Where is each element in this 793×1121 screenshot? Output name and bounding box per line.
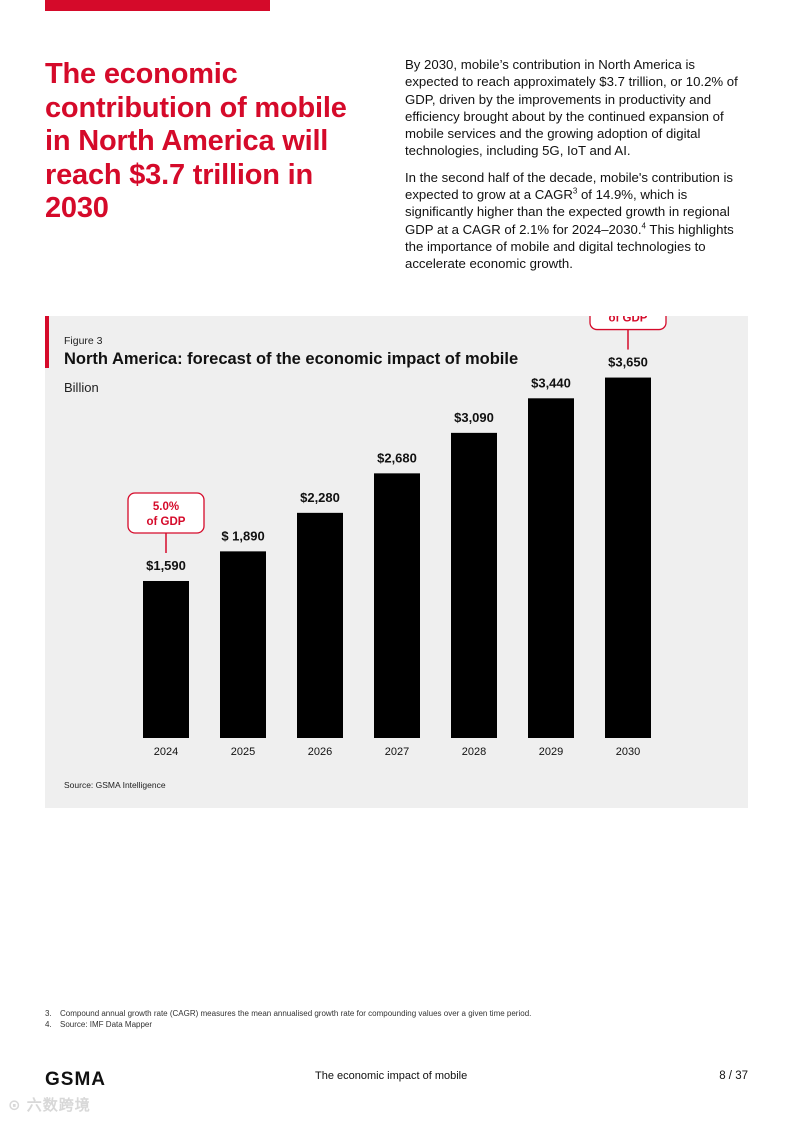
footnote-ref-3[interactable]: 3 (572, 186, 578, 196)
bar-2029 (528, 398, 574, 738)
intro-p2-part-b: of 14.9%, which is significantly higher … (405, 187, 730, 237)
figure-source: Source: GSMA Intelligence (64, 780, 166, 790)
bar-chart: $1,590 2024 $ 1,890 2025 $2,280 2026 $2,680 202… (127, 316, 667, 758)
x-tick-label-2029: 2029 (539, 746, 563, 758)
figure-panel: Figure 3 North America: forecast of the … (45, 316, 748, 808)
watermark-logo: ⊙ 六数跨境 (8, 1097, 91, 1114)
gdp-callout-2030 (589, 316, 667, 331)
x-tick-label-2024: 2024 (154, 746, 178, 758)
footnote-4: 4. Source: IMF Data Mapper (45, 1019, 745, 1030)
intro-paragraph-2: In the second half of the decade, mobile… (405, 169, 745, 273)
intro-p2-part-c: This highlights the importance of mobile… (405, 221, 734, 272)
footnotes: 3. Compound annual growth rate (CAGR) mea… (45, 1008, 745, 1030)
x-tick-label-2027: 2027 (385, 746, 409, 758)
data-label-2026: $2,280 (300, 490, 340, 505)
data-label-2027: $2,680 (377, 450, 417, 465)
footnote-number: 4. (45, 1020, 52, 1029)
intro-p2-part-a: In the second half of the decade, mobile… (405, 169, 734, 203)
footnote-text: Compound annual growth rate (CAGR) measu… (60, 1009, 532, 1018)
bar-2024 (143, 580, 189, 738)
figure-unit-label: Billion (64, 380, 99, 395)
data-label-2025: $ 1,890 (221, 528, 264, 543)
bar-2026 (297, 512, 343, 738)
data-label-2030: $3,650 (608, 355, 648, 370)
footnote-3: 3. Compound annual growth rate (CAGR) mea… (45, 1008, 745, 1019)
gdp-callout-caption-2024: of GDP (147, 516, 186, 528)
footnote-number: 3. (45, 1009, 52, 1018)
footnote-ref-4[interactable]: 4 (641, 221, 646, 231)
data-label-2028: $3,090 (454, 410, 494, 425)
bar-2028 (451, 432, 497, 738)
bar-2025 (220, 551, 266, 738)
x-tick-label-2028: 2028 (462, 746, 486, 758)
gdp-callout-2024 (127, 492, 205, 534)
bar-2027 (374, 473, 420, 738)
data-label-2029: $3,440 (531, 375, 571, 390)
footer-document-title: The economic impact of mobile (315, 1070, 468, 1082)
page-number: 8 / 37 (719, 1070, 748, 1082)
x-tick-label-2025: 2025 (231, 746, 255, 758)
figure-label: Figure 3 (64, 335, 103, 347)
x-tick-label-2030: 2030 (616, 746, 640, 758)
footnote-text: Source: IMF Data Mapper (60, 1020, 153, 1029)
gdp-callout-value-2024: 5.0% (153, 501, 179, 513)
figure-accent-bar (45, 316, 49, 368)
top-accent-bar (45, 0, 270, 11)
gdp-callout-caption-2030: of GDP (609, 316, 648, 325)
figure-title: North America: forecast of the economic … (64, 350, 519, 368)
intro-text: By 2030, mobile’s contribution in North … (405, 56, 745, 282)
gsma-logo: GSMA (45, 1069, 106, 1090)
page-headline: The economic contribution of mobile in N… (45, 58, 347, 224)
bar-2030 (605, 377, 651, 738)
intro-paragraph-1: By 2030, mobile’s contribution in North … (405, 57, 738, 159)
watermark-text: 六数跨境 (26, 1097, 91, 1114)
x-tick-label-2026: 2026 (308, 746, 332, 758)
data-label-2024: $1,590 (146, 558, 186, 573)
